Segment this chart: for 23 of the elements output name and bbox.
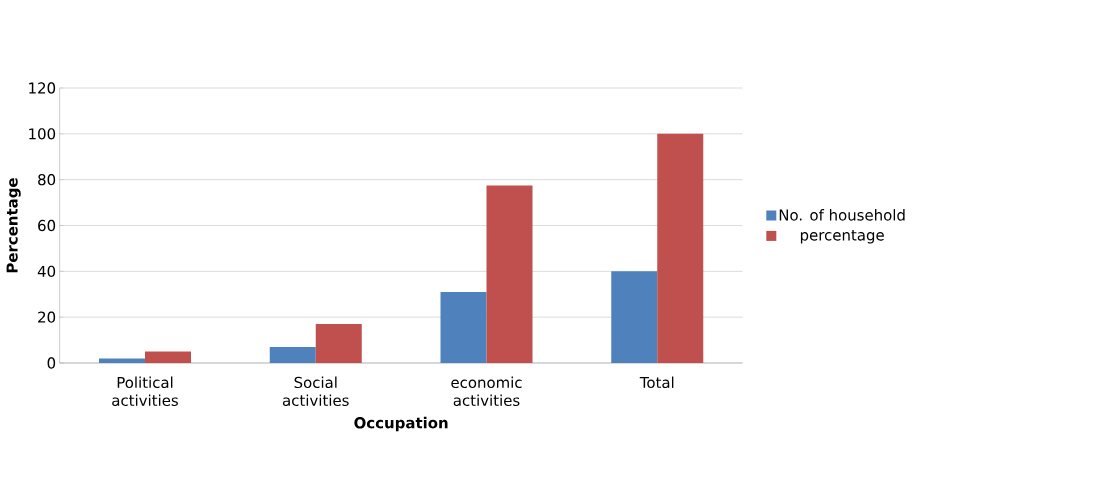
- legend-label: percentage: [800, 229, 884, 244]
- y-tick-label: 100: [29, 128, 56, 140]
- y-tick-label: 20: [38, 311, 56, 323]
- y-tick-label: 40: [37, 265, 56, 277]
- bar: [486, 185, 533, 363]
- bar: [99, 358, 145, 363]
- bar: [440, 291, 487, 363]
- x-tick-label: Political activities: [112, 376, 178, 407]
- y-tick-label: 0: [47, 357, 56, 369]
- y-tick-label: 60: [38, 219, 56, 232]
- x-axis-title: Occupation: [354, 416, 448, 432]
- bar: [611, 271, 658, 363]
- bar: [145, 351, 191, 363]
- legend-label: No. of household: [779, 209, 905, 221]
- y-tick-label: 80: [38, 174, 56, 186]
- y-axis-title: Percentage: [6, 178, 21, 273]
- bar: [315, 324, 362, 363]
- bar: [657, 133, 704, 363]
- x-tick-label: Total: [639, 376, 674, 389]
- y-tick-label: 120: [29, 82, 56, 94]
- bar: [269, 346, 316, 363]
- x-tick-label: Social activities: [282, 376, 349, 407]
- x-tick-label: economic activities: [451, 376, 522, 407]
